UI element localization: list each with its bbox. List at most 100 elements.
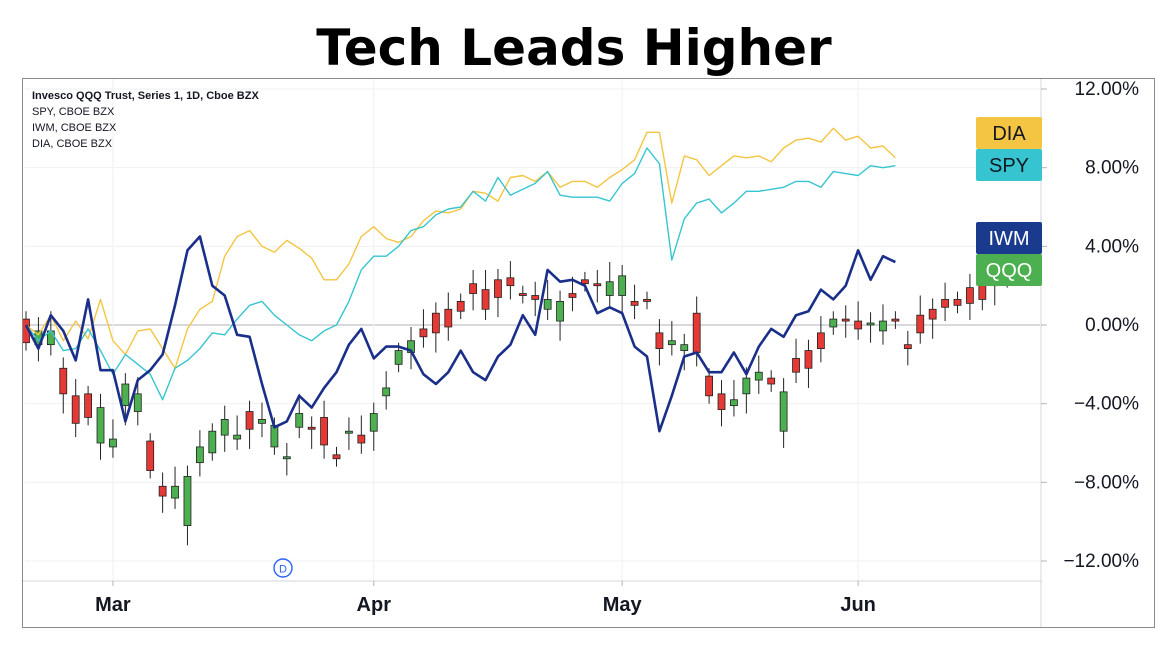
qqq-candle-body	[59, 367, 68, 395]
qqq-candle-body	[233, 434, 242, 440]
legend-line-dia: DIA, CBOE BZX	[32, 138, 113, 150]
y-tick-label: 8.00%	[1085, 158, 1139, 179]
x-tick-label: Apr	[357, 594, 392, 616]
page-title: Tech Leads Higher	[316, 19, 832, 77]
qqq-candle-body	[581, 279, 589, 285]
qqq-candle-body	[903, 344, 912, 349]
series-layer	[23, 127, 1012, 546]
y-tick-label: −4.00%	[1074, 394, 1139, 415]
qqq-candle-body	[667, 340, 676, 346]
price-tag-label: DIA	[992, 123, 1026, 145]
qqq-candle-body	[282, 456, 291, 460]
legend-line-iwm: IWM, CBOE BZX	[32, 122, 117, 134]
price-tag-iwm: IWM	[976, 222, 1042, 254]
legend-line-qqq: Invesco QQQ Trust, Series 1, 1D, Cboe BZ…	[32, 90, 259, 102]
price-tag-label: SPY	[989, 155, 1029, 177]
dividend-marker[interactable]: D	[273, 558, 293, 578]
qqq-candle-body	[866, 322, 875, 326]
x-tick-label: Jun	[840, 594, 876, 616]
qqq-candle-body	[618, 275, 627, 296]
x-tick-label: May	[603, 594, 643, 616]
qqq-candle-body	[779, 391, 788, 432]
qqq-candle-body	[891, 318, 900, 322]
price-tag-dia: DIA	[976, 117, 1042, 149]
qqq-candle-body	[171, 485, 179, 499]
legend-line-spy: SPY, CBOE BZX	[32, 106, 115, 118]
qqq-candle-body	[717, 393, 726, 410]
qqq-candle-body	[829, 318, 838, 328]
qqq-candle-body	[419, 328, 428, 338]
chart-svg: 12.00% 8.00% 4.00% 0.00% −4.00% −8.00% −12.00%…	[23, 79, 1139, 627]
dividend-marker-label: D	[279, 564, 287, 576]
qqq-candle-body	[928, 308, 937, 320]
y-tick-label: −12.00%	[1063, 551, 1139, 572]
qqq-candle-body	[730, 399, 738, 407]
qqq-candle-body	[469, 283, 478, 294]
qqq-candle-body	[456, 300, 465, 312]
qqq-candle-body	[183, 476, 192, 526]
qqq-candle-body	[841, 318, 850, 322]
dividend-marker-circle	[273, 558, 293, 578]
qqq-candle-body	[593, 283, 602, 287]
qqq-candle-body	[556, 300, 564, 322]
y-tick-label: 0.00%	[1085, 315, 1139, 336]
qqq-candle-body	[854, 320, 863, 330]
qqq-candle-body	[382, 387, 391, 397]
qqq-candle-body	[792, 358, 800, 373]
qqq-candle-body	[96, 407, 105, 444]
qqq-candle-body	[357, 434, 366, 444]
qqq-candle-body	[916, 314, 925, 334]
qqq-candle-body	[245, 411, 254, 430]
qqq-candle-body	[953, 299, 962, 306]
qqq-candle-body	[84, 393, 92, 418]
qqq-candle-body	[816, 332, 825, 350]
qqq-candle-body	[208, 430, 217, 454]
qqq-candle-body	[754, 371, 763, 381]
qqq-candle-body	[630, 300, 639, 306]
series-line-iwm	[24, 235, 896, 433]
price-tag-bg	[976, 117, 1042, 149]
qqq-candle-body	[195, 446, 204, 464]
chart-legend: Invesco QQQ Trust, Series 1, 1D, Cboe BZ…	[32, 90, 259, 150]
qqq-candle-body	[307, 426, 316, 430]
axis-layer: 12.00% 8.00% 4.00% 0.00% −4.00% −8.00% −12.00%…	[23, 79, 1139, 627]
qqq-candle-body	[767, 377, 776, 385]
qqq-candle-body	[481, 289, 490, 310]
qqq-candle-body	[431, 312, 440, 334]
qqq-candle-body	[369, 413, 378, 432]
qqq-candle-body	[966, 287, 974, 304]
y-tick-label: −8.00%	[1074, 472, 1139, 493]
x-tick-label: Mar	[95, 594, 131, 616]
qqq-candle-body	[71, 395, 80, 424]
qqq-candle-body	[506, 277, 515, 287]
qqq-candle-body	[220, 418, 229, 436]
qqq-candle-body	[320, 417, 328, 446]
price-tag-label: QQQ	[986, 260, 1033, 282]
chart-frame: 12.00% 8.00% 4.00% 0.00% −4.00% −8.00% −12.00%…	[22, 78, 1155, 628]
qqq-candle-body	[518, 293, 527, 296]
qqq-candle-body	[643, 299, 651, 302]
qqq-candle-body	[332, 454, 341, 460]
qqq-candle-body	[978, 285, 987, 300]
qqq-candle-body	[146, 440, 155, 471]
y-tick-label: 12.00%	[1075, 79, 1140, 100]
qqq-candle-body	[742, 377, 751, 395]
qqq-candles	[23, 255, 1012, 546]
qqq-candle-body	[531, 295, 540, 300]
qqq-candle-body	[655, 332, 664, 350]
qqq-candle-body	[109, 438, 117, 448]
series-line-spy	[25, 147, 896, 401]
price-tag-spy: SPY	[976, 149, 1042, 181]
grid-layer	[25, 79, 1040, 581]
qqq-candle-body	[804, 350, 813, 369]
qqq-candle-body	[705, 375, 713, 397]
price-tag-bg	[976, 222, 1042, 254]
y-tick-label: 4.00%	[1085, 236, 1139, 257]
qqq-candle-body	[121, 383, 130, 407]
qqq-candle-body	[692, 312, 701, 353]
qqq-candle-body	[680, 344, 689, 351]
series-line-dia	[25, 127, 896, 369]
price-tag-qqq: QQQ	[976, 254, 1042, 286]
qqq-candle-body	[158, 485, 167, 497]
tag-layer: DIA SPY IWM QQQ	[976, 117, 1042, 286]
